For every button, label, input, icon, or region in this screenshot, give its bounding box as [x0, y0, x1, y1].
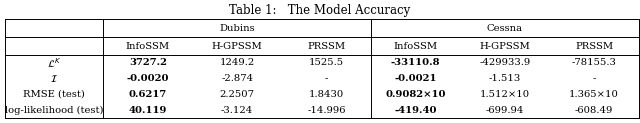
Text: 3727.2: 3727.2: [129, 58, 167, 67]
Text: 2.2507: 2.2507: [220, 90, 255, 99]
Text: PRSSM: PRSSM: [575, 42, 613, 51]
Text: 1249.2: 1249.2: [220, 58, 255, 67]
Text: -3.124: -3.124: [221, 106, 253, 115]
Text: -: -: [593, 74, 596, 83]
Text: $\mathcal{L}^K$: $\mathcal{L}^K$: [47, 56, 61, 69]
Text: -699.94: -699.94: [486, 106, 524, 115]
Text: Cessna: Cessna: [487, 24, 523, 33]
Text: -429933.9: -429933.9: [479, 58, 531, 67]
Text: -2.874: -2.874: [221, 74, 253, 83]
Text: -0.0021: -0.0021: [394, 74, 437, 83]
Text: Table 1:   The Model Accuracy: Table 1: The Model Accuracy: [229, 4, 411, 17]
Text: 1.512×10: 1.512×10: [480, 90, 530, 99]
Text: -78155.3: -78155.3: [572, 58, 616, 67]
Text: Dubins: Dubins: [220, 24, 255, 33]
Text: 1.365×10: 1.365×10: [569, 90, 619, 99]
Text: -1.513: -1.513: [489, 74, 521, 83]
Text: -608.49: -608.49: [575, 106, 613, 115]
Text: 1525.5: 1525.5: [309, 58, 344, 67]
Text: InfoSSM: InfoSSM: [394, 42, 438, 51]
Text: 0.9082×10: 0.9082×10: [385, 90, 446, 99]
Text: H-GPSSM: H-GPSSM: [479, 42, 531, 51]
Text: -0.0020: -0.0020: [127, 74, 169, 83]
Text: RMSE (test): RMSE (test): [23, 90, 85, 99]
Text: -33110.8: -33110.8: [391, 58, 440, 67]
Text: -14.996: -14.996: [307, 106, 346, 115]
Text: $\mathcal{I}$: $\mathcal{I}$: [51, 73, 58, 84]
Text: 40.119: 40.119: [129, 106, 167, 115]
Text: PRSSM: PRSSM: [307, 42, 346, 51]
Text: log-likelihood (test): log-likelihood (test): [5, 106, 104, 115]
Text: InfoSSM: InfoSSM: [126, 42, 170, 51]
Text: 0.6217: 0.6217: [129, 90, 167, 99]
Text: -: -: [324, 74, 328, 83]
Text: -419.40: -419.40: [394, 106, 437, 115]
Text: H-GPSSM: H-GPSSM: [212, 42, 262, 51]
Text: 1.8430: 1.8430: [308, 90, 344, 99]
